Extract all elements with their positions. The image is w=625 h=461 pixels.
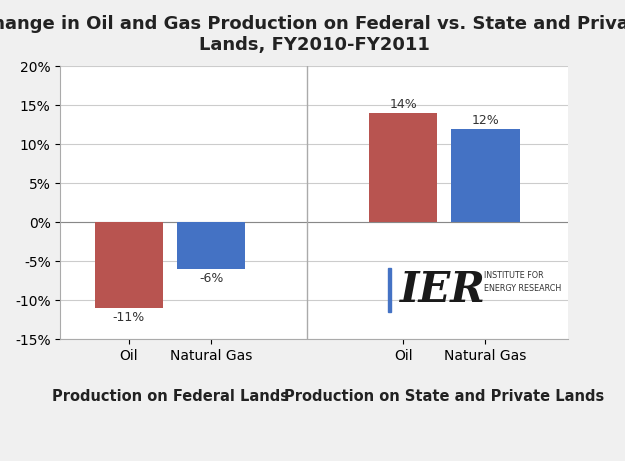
Bar [177, 223, 246, 269]
Bar [94, 223, 163, 308]
Text: -11%: -11% [112, 311, 145, 325]
Text: -6%: -6% [199, 272, 223, 285]
Text: Production on State and Private Lands: Production on State and Private Lands [284, 389, 604, 403]
Text: Production on Federal Lands: Production on Federal Lands [51, 389, 289, 403]
Text: IER: IER [400, 269, 486, 311]
Text: INSTITUTE FOR
ENERGY RESEARCH: INSTITUTE FOR ENERGY RESEARCH [484, 271, 561, 293]
Text: 14%: 14% [389, 98, 417, 111]
Bar [369, 113, 438, 223]
Text: 12%: 12% [471, 113, 499, 126]
Bar [451, 129, 520, 223]
Title: Change in Oil and Gas Production on Federal vs. State and Private
Lands, FY2010-: Change in Oil and Gas Production on Fede… [0, 15, 625, 54]
Bar [388, 268, 391, 312]
